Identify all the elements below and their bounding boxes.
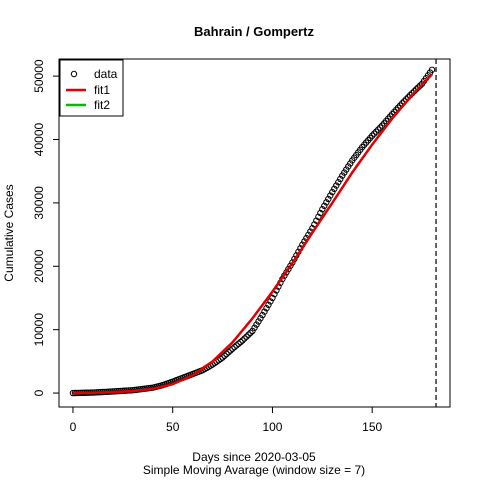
fit1-line	[72, 73, 433, 395]
data-series	[69, 66, 436, 397]
data-point	[321, 202, 328, 210]
x-tick-label: 100	[262, 420, 282, 434]
data-point	[257, 315, 264, 322]
data-point	[369, 132, 376, 139]
data-point	[261, 308, 268, 315]
data-point	[227, 347, 234, 354]
y-axis-label: Cumulative Cases	[2, 184, 16, 281]
data-point	[376, 124, 384, 131]
x-tick-label: 0	[70, 420, 77, 434]
data-point	[229, 345, 236, 352]
y-tick-label: 20000	[32, 249, 46, 283]
y-axis: 0 10000 20000 30000 40000 50000	[32, 59, 60, 396]
data-point	[374, 126, 382, 133]
legend-label-data: data	[94, 67, 118, 81]
data-point	[337, 175, 344, 183]
data-point	[333, 182, 340, 189]
chart-title: Bahrain / Gompertz	[194, 24, 314, 39]
y-tick-label: 0	[32, 389, 46, 396]
data-point	[285, 265, 292, 273]
legend-label-fit2: fit2	[94, 98, 110, 112]
data-point	[329, 188, 336, 196]
data-point	[319, 206, 326, 213]
data-point	[315, 213, 322, 221]
data-point	[323, 199, 330, 206]
y-tick-label: 10000	[32, 313, 46, 347]
data-point	[249, 327, 256, 335]
data-point	[372, 128, 380, 135]
data-point	[237, 338, 244, 346]
data-point	[231, 343, 238, 351]
data-point	[317, 209, 324, 217]
data-point	[253, 321, 260, 328]
data-point	[239, 337, 246, 344]
data-point	[265, 301, 272, 309]
data-point	[241, 335, 248, 342]
data-point	[245, 331, 252, 338]
legend-data-marker	[70, 70, 78, 78]
data-point	[325, 195, 332, 203]
y-tick-label: 50000	[32, 59, 46, 93]
legend-box	[59, 59, 124, 117]
data-point	[219, 354, 226, 361]
x-axis: 0 50 100 150	[70, 406, 383, 434]
data-point	[233, 342, 240, 349]
y-tick-label: 30000	[32, 186, 46, 220]
data-point	[223, 350, 230, 358]
legend: data fit1 fit2	[59, 59, 124, 117]
x-axis-label: Days since 2020-03-05	[192, 450, 316, 464]
data-point	[370, 130, 378, 137]
data-point	[225, 349, 232, 356]
data-point	[428, 66, 436, 73]
data-point	[331, 185, 338, 193]
data-point	[259, 311, 266, 319]
data-point	[235, 340, 242, 347]
data-point	[247, 329, 254, 337]
data-point	[327, 192, 334, 199]
data-point	[267, 298, 274, 305]
chart-subtitle: Simple Moving Avarage (window size = 7)	[143, 463, 365, 477]
data-point	[243, 333, 250, 340]
x-tick-label: 150	[362, 420, 382, 434]
data-point	[221, 352, 228, 359]
data-point	[335, 179, 342, 186]
data-point	[255, 318, 262, 325]
data-point	[287, 262, 294, 269]
y-tick-label: 40000	[32, 122, 46, 156]
x-tick-label: 50	[166, 420, 180, 434]
data-point	[263, 305, 270, 312]
data-point	[269, 294, 276, 302]
legend-label-fit1: fit1	[94, 83, 110, 97]
data-point	[251, 324, 258, 331]
